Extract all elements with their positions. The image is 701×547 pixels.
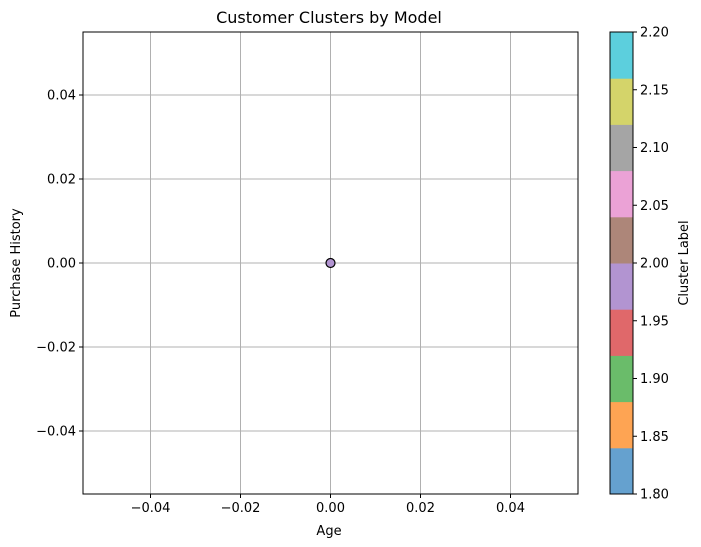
x-tick-label: −0.02 xyxy=(221,501,261,516)
y-tick-label: 0.04 xyxy=(47,89,76,104)
x-tick-label: 0.00 xyxy=(316,501,345,516)
colorbar-tick-label: 1.90 xyxy=(640,372,669,387)
colorbar-tick-label: 1.95 xyxy=(640,314,669,329)
y-tick-label: −0.04 xyxy=(36,425,76,440)
colorbar-segment xyxy=(610,401,633,449)
colorbar-segment xyxy=(610,216,633,264)
x-tick-label: 0.04 xyxy=(496,501,525,516)
y-axis-ticks: −0.04 −0.02 0.00 0.02 0.04 xyxy=(36,89,83,440)
grid-lines xyxy=(83,32,578,494)
y-axis-label: Purchase History xyxy=(9,208,24,318)
colorbar-segment xyxy=(610,124,633,172)
x-axis-label: Age xyxy=(316,524,341,539)
colorbar-tick-label: 2.10 xyxy=(640,141,669,156)
colorbar-tick-label: 2.05 xyxy=(640,199,669,214)
y-tick-label: 0.02 xyxy=(47,173,76,188)
colorbar-tick-label: 2.00 xyxy=(640,257,669,272)
colorbar-tick-label: 2.15 xyxy=(640,83,669,98)
colorbar: 1.80 1.85 1.90 1.95 2.00 2.05 2.10 2.15 2.20 xyxy=(609,26,669,503)
chart-title: Customer Clusters by Model xyxy=(216,8,442,27)
colorbar-tick-label: 1.80 xyxy=(640,488,669,503)
colorbar-segment xyxy=(610,355,633,403)
y-tick-label: 0.00 xyxy=(47,257,76,272)
colorbar-segment xyxy=(610,78,633,125)
colorbar-label: Cluster Label xyxy=(677,220,692,305)
x-axis-ticks: −0.04 −0.02 0.00 0.02 0.04 xyxy=(131,494,525,516)
colorbar-segment xyxy=(610,32,633,79)
colorbar-segment xyxy=(610,263,633,310)
colorbar-segment xyxy=(610,170,633,218)
x-tick-label: 0.02 xyxy=(406,501,435,516)
colorbar-segment xyxy=(610,309,633,356)
y-tick-label: −0.02 xyxy=(36,341,76,356)
colorbar-tick-label: 1.85 xyxy=(640,430,669,445)
scatter-points xyxy=(325,257,336,269)
x-tick-label: −0.04 xyxy=(131,501,171,516)
colorbar-tick-label: 2.20 xyxy=(640,26,669,41)
scatter-point xyxy=(325,257,336,269)
colorbar-segment xyxy=(610,447,633,495)
